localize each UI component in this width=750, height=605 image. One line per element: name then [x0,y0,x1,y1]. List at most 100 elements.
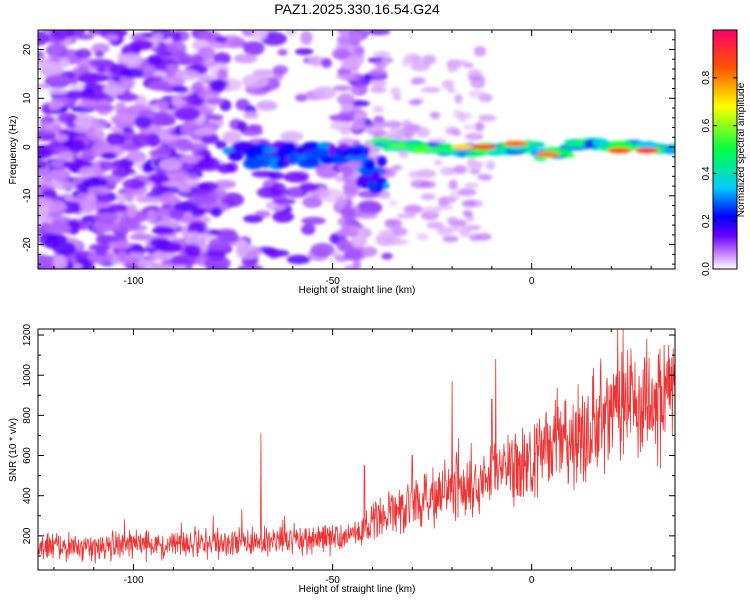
spectrogram-cell [365,161,375,170]
spectrogram-cell [42,188,57,199]
spectrogram-cell [336,240,354,253]
spectrogram-cell [38,160,48,170]
spectrogram-cell [242,158,265,170]
spectrogram-cell [328,143,337,157]
spectrogram-cell [42,171,54,183]
spectrogram-cell [607,147,632,154]
spectrogram-cell [104,34,119,42]
spectrogram-cell [452,165,468,175]
spectrogram-cell [272,210,294,223]
spectrogram-cell [370,86,387,94]
spectrogram-cell [73,116,94,128]
spectrogram-cell [426,221,444,229]
spectrogram-cell [363,126,375,133]
spectrogram-cell [341,164,354,178]
spectrogram-cell [116,218,140,232]
spectrogram-cell [403,131,415,138]
snr-y-tick-label: 1200 [22,323,33,346]
spectrogram-cell [117,53,143,67]
spectrogram-cell [421,206,441,214]
spectrogram-cell [463,182,479,188]
spectrogram-cell [199,133,219,145]
spectrogram-cell [108,203,127,213]
spectrogram-cell [137,259,148,269]
spectrogram-cell [408,170,423,179]
spectrogram-cell [126,203,138,219]
spectrogram-cell [116,251,128,262]
spectrogram-cell [69,83,85,90]
spectrogram-cell [166,41,187,56]
spectrogram-cell [369,68,387,78]
spectrogram-cell [50,180,74,190]
spectrogram-cell [372,105,385,114]
spectrogram-cell [391,164,403,171]
spectrogram-cell [463,124,475,131]
snr-x-axis: -100 -50 0 [53,329,652,586]
spectrogram-cell [402,57,411,68]
spectrogram-cell [135,195,151,203]
spectrogram-cell [232,141,252,152]
spectrogram-cell [663,147,675,155]
spectrogram-cell [169,141,179,148]
spectrogram-cell [437,196,457,204]
spectrogram-cell [247,124,263,131]
spectrogram-cell [262,147,278,153]
spectrogram-cell [299,145,314,152]
colorbar-ticks: 0.0 0.2 0.4 0.6 0.8 [701,70,737,276]
snr-y-tick-label: 600 [22,447,33,464]
spectrogram-cell [121,68,144,79]
spectrogram-cell [470,77,486,89]
spectrogram-cell [452,144,476,150]
spectrogram-cell [469,169,481,175]
spectrogram-cell [391,238,409,246]
spectrogram-cell [455,112,473,120]
spectrogram-cell [299,183,319,192]
spectrogram-cell [94,50,105,58]
spectrogram-cell [367,180,378,190]
spectrogram-cell [203,201,229,211]
spectrogram-cell [134,115,153,129]
spectrogram-cell [442,235,459,243]
spectrogram-x-tick-label: -100 [124,276,144,287]
spectrogram-cell [474,121,485,132]
spectrogram-cell [93,211,119,224]
spectrogram-cell [478,114,497,122]
spectrogram-cell [242,73,269,89]
spectrogram-cell [173,107,201,121]
spectrogram-cell [437,144,454,150]
spectrogram-cell [51,159,67,168]
spectrogram-cell [119,93,135,102]
spectrogram-cell [179,254,202,265]
spectrogram-cell [196,233,213,241]
spectrogram-cell [38,149,52,160]
spectrogram-cell [90,202,114,210]
spectrogram-cell [205,98,224,105]
spectrogram-cell [416,233,429,241]
spectrogram-cell [408,99,422,106]
spectrogram-cell [448,179,458,191]
spectrogram-cell [148,173,170,184]
spectrogram-cell [111,159,135,169]
spectrogram-cell [52,241,77,256]
spectrogram-cell [356,200,383,215]
spectrogram-cell [285,30,297,36]
spectrogram-cell [371,119,388,129]
spectrogram-cell [350,87,360,95]
spectrogram-cell [124,188,135,203]
spectrogram-y-tick-label: 0 [22,144,33,150]
spectrogram-cell [55,133,69,142]
spectrogram-cell [216,163,234,174]
spectrogram-y-label: Frequency (Hz) [8,116,19,185]
spectrogram-cell [193,128,217,136]
snr-x-tick-label: -50 [325,575,340,586]
spectrogram-cell [564,141,580,149]
spectrogram-y-tick-label: 20 [22,44,33,56]
spectrogram-cell [152,33,164,40]
spectrogram-cell [198,181,219,192]
spectrogram-cell [337,30,351,37]
spectrogram-cell [137,110,158,117]
spectrogram-cell [86,128,105,141]
spectrogram-cell [338,109,357,123]
spectrogram-cell [531,142,546,148]
